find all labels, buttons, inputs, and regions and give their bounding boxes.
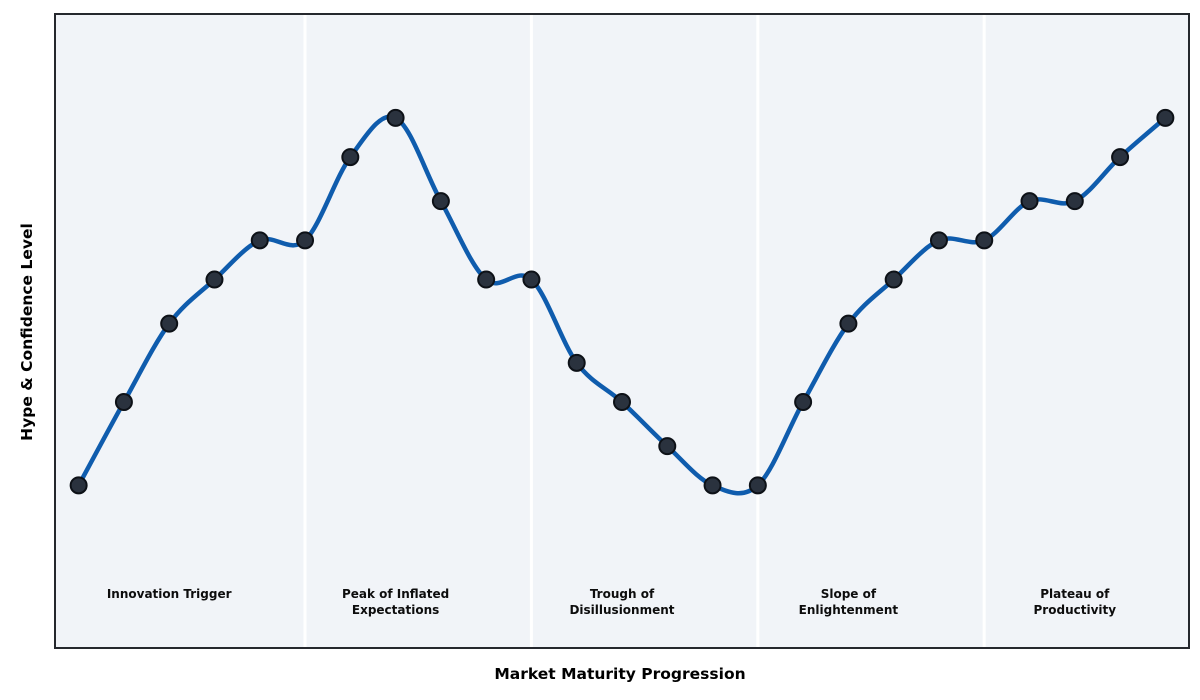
data-point-marker bbox=[205, 270, 224, 289]
phase-label-trough-of-disillusionment: Trough of Disillusionment bbox=[569, 586, 675, 618]
data-point-marker bbox=[522, 270, 541, 289]
data-point-marker bbox=[250, 231, 269, 250]
data-point-marker bbox=[658, 437, 677, 456]
phase-label-peak-of-inflated-expectations: Peak of Inflated Expectations bbox=[341, 586, 450, 618]
data-point-marker bbox=[613, 393, 631, 412]
data-point-marker bbox=[69, 476, 88, 495]
phase-divider-line bbox=[982, 15, 986, 647]
data-point-marker bbox=[296, 231, 315, 250]
data-point-marker bbox=[386, 108, 405, 127]
phase-label-plateau-of-productivity: Plateau of Productivity bbox=[1033, 586, 1117, 618]
phase-label-slope-of-enlightenment: Slope of Enlightenment bbox=[798, 586, 899, 618]
x-axis-label: Market Maturity Progression bbox=[494, 665, 746, 683]
data-point-marker bbox=[1111, 148, 1130, 167]
phase-divider-line bbox=[303, 15, 307, 647]
data-point-marker bbox=[567, 353, 586, 372]
y-axis-label: Hype & Confidence Level bbox=[18, 223, 36, 441]
hype-curve-line bbox=[76, 114, 1168, 496]
data-point-marker bbox=[341, 148, 360, 167]
plot-area: Innovation Trigger Peak of Inflated Expec… bbox=[54, 13, 1190, 649]
data-point-marker bbox=[431, 192, 450, 211]
phase-divider-line bbox=[756, 15, 760, 647]
data-point-marker bbox=[748, 476, 767, 495]
data-point-marker bbox=[1020, 192, 1039, 211]
data-point-marker bbox=[929, 231, 948, 250]
data-point-marker bbox=[839, 314, 858, 333]
data-point-marker bbox=[160, 314, 179, 333]
data-point-marker bbox=[884, 270, 903, 289]
data-point-marker bbox=[703, 476, 722, 495]
phase-label-innovation-trigger: Innovation Trigger bbox=[106, 586, 232, 601]
phase-divider-line bbox=[529, 15, 533, 647]
data-point-marker bbox=[477, 270, 496, 289]
data-point-marker bbox=[1065, 192, 1084, 211]
data-point-marker bbox=[1156, 108, 1175, 127]
data-point-marker bbox=[794, 393, 813, 412]
hype-curve-chart bbox=[69, 15, 1175, 647]
data-point-marker bbox=[114, 393, 133, 412]
data-point-marker bbox=[975, 231, 994, 250]
